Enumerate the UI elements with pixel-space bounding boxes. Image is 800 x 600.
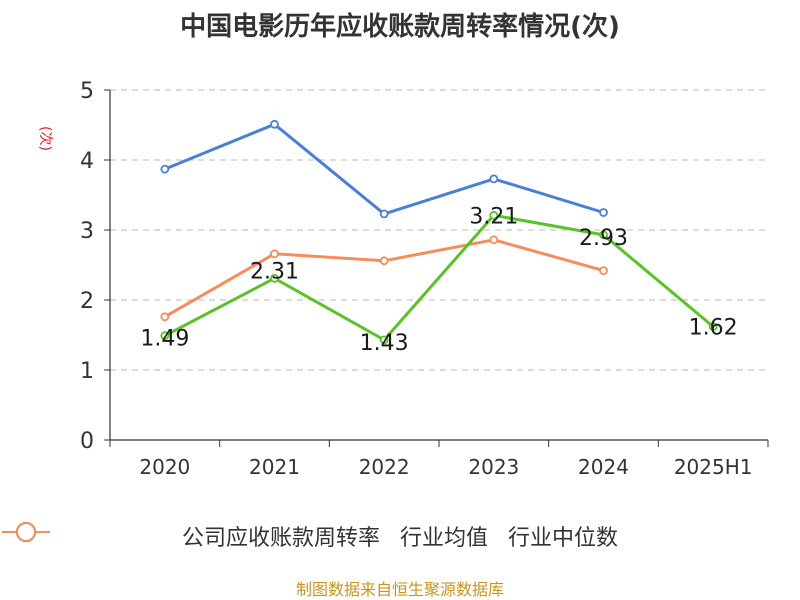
line-chart: 0 1 2 3 4 5 2020 2021 2022 2023 2024 2025H1 1.49 2.31… [80, 79, 769, 479]
data-point [489, 174, 499, 184]
data-point [599, 230, 608, 240]
data-point [379, 335, 389, 345]
data-label: 1.62 [689, 316, 738, 341]
y-tick-label: 0 [80, 429, 94, 454]
y-tick-label: 4 [80, 149, 94, 174]
data-point [270, 249, 279, 259]
series-line [164, 122, 604, 216]
data-point [160, 164, 170, 174]
data-point [599, 208, 608, 217]
data-point [379, 209, 389, 219]
data-point [379, 256, 389, 266]
series-line [164, 213, 715, 342]
series-line [164, 238, 604, 319]
legend-item-industry-median[interactable]: 行业中位数 [2, 520, 619, 552]
x-tick-label: 2025H1 [674, 455, 753, 479]
data-label: 2.93 [579, 226, 628, 251]
data-point [489, 235, 499, 245]
data-point [270, 273, 279, 283]
data-label: 2.31 [250, 259, 299, 284]
legend-label-industry-mean: 行业均值 [399, 526, 488, 551]
legend-item-industry-mean[interactable]: 行业均值 [2, 520, 488, 552]
data-point [270, 119, 279, 129]
data-source-note: 制图数据来自恒生聚源数据库 [295, 580, 504, 599]
x-tick-label: 2023 [468, 455, 519, 479]
data-label: 3.21 [469, 204, 518, 229]
data-point [160, 312, 170, 322]
legend: 公司应收账款周转率 行业均值 行业中位数 [0, 520, 800, 552]
data-label: 1.49 [140, 327, 189, 352]
y-tick-label: 1 [80, 359, 94, 384]
y-tick-label: 5 [80, 79, 94, 104]
data-point [599, 266, 608, 276]
x-tick-label: 2020 [139, 455, 190, 479]
x-tick-label: 2021 [249, 455, 300, 479]
y-tick-label: 2 [80, 289, 94, 314]
data-label: 1.43 [360, 331, 409, 356]
x-tick-label: 2022 [359, 455, 410, 479]
data-point [160, 331, 170, 341]
x-tick-label: 2024 [578, 455, 629, 479]
legend-label-company: 公司应收账款周转率 [181, 526, 380, 551]
data-point [489, 210, 499, 220]
chart-title: 中国电影历年应收账款周转率情况(次) [180, 12, 620, 42]
y-tick-label: 3 [80, 219, 94, 244]
legend-label-industry-median: 行业中位数 [508, 526, 619, 551]
data-point [708, 322, 718, 332]
legend-marker-industry-median [2, 522, 50, 542]
legend-item-company[interactable]: 公司应收账款周转率 [2, 520, 380, 552]
